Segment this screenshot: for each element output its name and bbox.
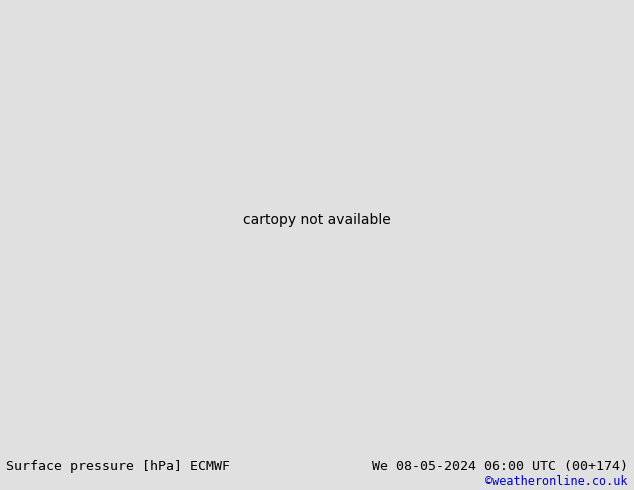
Text: ©weatheronline.co.uk: ©weatheronline.co.uk <box>485 475 628 488</box>
Text: Surface pressure [hPa] ECMWF: Surface pressure [hPa] ECMWF <box>6 460 230 473</box>
Text: We 08-05-2024 06:00 UTC (00+174): We 08-05-2024 06:00 UTC (00+174) <box>372 460 628 473</box>
Text: cartopy not available: cartopy not available <box>243 213 391 227</box>
